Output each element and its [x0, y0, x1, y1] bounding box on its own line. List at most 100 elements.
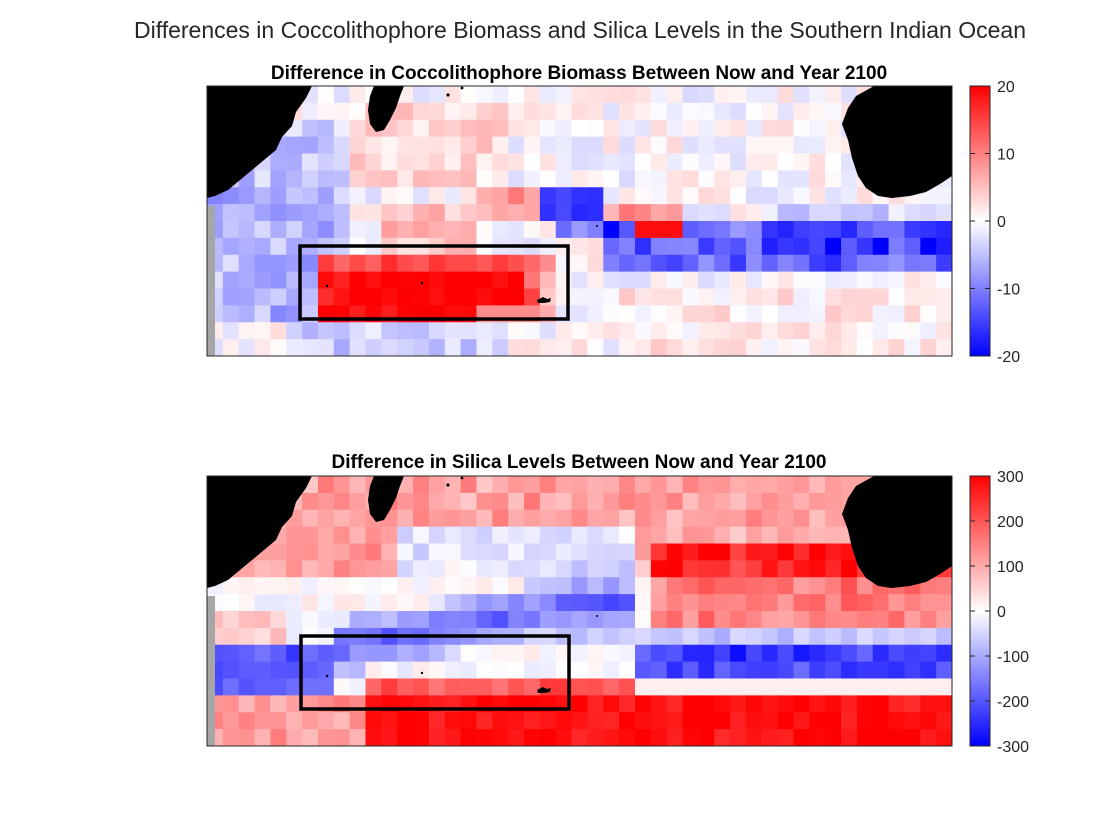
biomass-cell: [603, 136, 620, 155]
silica-cell: [619, 526, 636, 545]
silica-cell: [761, 509, 779, 528]
silica-cell: [841, 476, 858, 494]
biomass-cell: [413, 102, 430, 121]
biomass-cell: [381, 153, 398, 171]
biomass-cell: [397, 119, 414, 138]
silica-cell: [825, 729, 842, 746]
biomass-cell: [444, 271, 462, 290]
biomass-cell: [460, 221, 478, 239]
silica-cell: [920, 644, 937, 663]
biomass-cell: [682, 86, 699, 104]
silica-cell: [856, 644, 874, 663]
silica-cell: [222, 627, 240, 646]
silica-cell: [730, 492, 747, 511]
biomass-cell: [936, 322, 952, 340]
silica-cell: [856, 712, 874, 730]
silica-cell: [825, 712, 842, 730]
biomass-cell: [317, 102, 335, 121]
biomass-colorbar-tick-label: 10: [997, 147, 1015, 164]
biomass-cell: [555, 136, 573, 155]
biomass-cell: [682, 102, 699, 121]
biomass-cell: [936, 305, 952, 323]
silica-cell: [302, 611, 319, 629]
silica-cell: [508, 611, 525, 629]
silica-cell: [809, 543, 826, 561]
silica-panel: Difference in Silica Levels Between Now …: [206, 452, 1029, 756]
silica-cell: [222, 729, 240, 746]
biomass-cell: [587, 153, 604, 171]
silica-cell: [761, 661, 779, 680]
silica-cell: [730, 661, 747, 680]
biomass-cell: [809, 271, 826, 290]
biomass-cell: [397, 136, 414, 155]
biomass-cell: [524, 187, 541, 205]
biomass-cell: [460, 136, 478, 155]
biomass-cell: [555, 153, 573, 171]
silica-cell: [397, 560, 414, 578]
biomass-cell: [587, 170, 604, 188]
biomass-cell: [619, 254, 636, 273]
biomass-cell: [428, 102, 446, 121]
biomass-cell: [650, 153, 668, 171]
biomass-cell: [508, 204, 525, 222]
silica-colorbar-tick-label: -100: [997, 649, 1029, 666]
silica-cell: [508, 560, 525, 578]
biomass-cell: [555, 221, 573, 239]
silica-cell: [444, 644, 462, 663]
biomass-cell: [698, 237, 715, 256]
biomass-cell: [524, 136, 541, 155]
biomass-cell: [714, 221, 731, 239]
silica-cell: [714, 509, 731, 528]
silica-cell: [508, 661, 525, 680]
silica-cell: [381, 644, 398, 663]
biomass-cell: [841, 204, 858, 222]
biomass-cell: [825, 237, 842, 256]
biomass-cell: [856, 288, 874, 306]
biomass-cell: [492, 136, 509, 155]
biomass-cell: [587, 119, 604, 138]
biomass-cell: [825, 170, 842, 188]
silica-cell: [714, 695, 731, 713]
biomass-cell: [793, 119, 810, 138]
biomass-cell: [603, 339, 620, 356]
biomass-cell: [603, 221, 620, 239]
biomass-cell: [365, 322, 382, 340]
biomass-cell: [524, 204, 541, 222]
silica-cell: [365, 526, 382, 545]
silica-cell: [571, 678, 589, 696]
biomass-cell: [571, 119, 589, 138]
biomass-cell: [238, 204, 256, 222]
silica-cell: [238, 712, 256, 730]
silica-cell: [872, 594, 890, 612]
silica-colorbar-tick-label: 0: [997, 604, 1006, 621]
biomass-cell: [476, 271, 493, 290]
biomass-cell: [714, 237, 731, 256]
biomass-colorbar-tick-label: -20: [997, 349, 1020, 366]
silica-cell: [476, 729, 493, 746]
silica-cell: [381, 729, 398, 746]
biomass-cell: [634, 187, 652, 205]
silica-cell: [444, 543, 462, 561]
biomass-cell: [238, 187, 256, 205]
biomass-cell: [302, 322, 319, 340]
silica-cell: [492, 712, 509, 730]
biomass-cell: [666, 271, 684, 290]
silica-cell: [524, 492, 541, 511]
biomass-cell: [381, 288, 398, 306]
biomass-cell: [539, 102, 557, 121]
biomass-cell: [349, 288, 367, 306]
silica-cell: [920, 729, 937, 746]
silica-cell: [666, 543, 684, 561]
biomass-cell: [317, 119, 335, 138]
biomass-cell: [317, 204, 335, 222]
silica-cell: [555, 560, 573, 578]
silica-cell: [920, 712, 937, 730]
silica-cell: [904, 594, 921, 612]
silica-cell: [444, 729, 462, 746]
biomass-cell: [444, 322, 462, 340]
biomass-cell: [571, 102, 589, 121]
silica-cell: [634, 560, 652, 578]
biomass-cell: [270, 271, 287, 290]
silica-cell: [761, 577, 779, 595]
silica-cell: [619, 577, 636, 595]
